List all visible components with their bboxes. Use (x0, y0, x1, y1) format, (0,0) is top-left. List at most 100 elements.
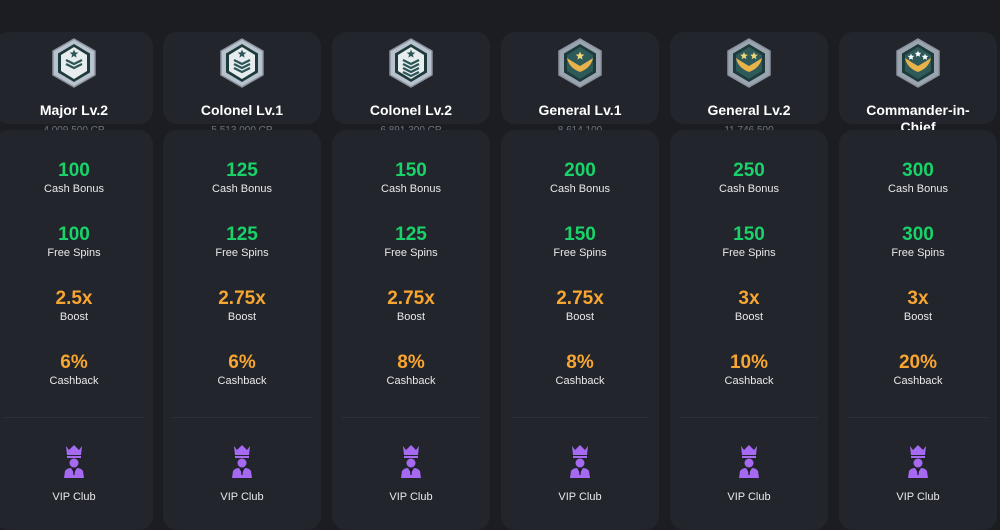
divider (342, 417, 480, 418)
free-spins-stat: 300 Free Spins (839, 224, 997, 260)
boost-stat: 3x Boost (670, 288, 828, 324)
rank-header-card: Commander-in-Chief 17,619,800 CP (839, 32, 997, 153)
cashback-label: Cashback (724, 375, 774, 387)
cashback-stat: 6% Cashback (0, 352, 153, 388)
rank-column-2: Colonel Lv.1 5,513,000 CP 125 Cash Bonus… (163, 0, 321, 530)
cash-bonus-value: 250 (733, 160, 765, 181)
silver-two-star-chevron-badge-icon (220, 38, 264, 88)
boost-value: 2.75x (218, 288, 266, 309)
gold-wings-two-star-badge-icon (727, 38, 771, 88)
boost-label: Boost (227, 311, 257, 323)
cash-bonus-value: 150 (395, 160, 427, 181)
cash-bonus-stat: 200 Cash Bonus (501, 160, 659, 196)
boost-stat: 2.75x Boost (163, 288, 321, 324)
free-spins-value: 100 (58, 224, 90, 245)
cash-bonus-label: Cash Bonus (212, 183, 272, 195)
rank-column-4: General Lv.1 8,614,100 200 Cash Bonus 15… (501, 0, 659, 530)
divider (173, 417, 311, 418)
cash-bonus-stat: 250 Cash Bonus (670, 160, 828, 196)
free-spins-stat: 125 Free Spins (163, 224, 321, 260)
cashback-stat: 6% Cashback (163, 352, 321, 388)
cashback-label: Cashback (386, 375, 436, 387)
vip-club-label: VIP Club (896, 491, 940, 503)
silver-star-chevron-badge-icon (52, 38, 96, 88)
cash-bonus-stat: 100 Cash Bonus (0, 160, 153, 196)
boost-stat: 3x Boost (839, 288, 997, 324)
rank-column-3: Colonel Lv.2 6,891,300 CP 150 Cash Bonus… (332, 0, 490, 530)
cash-bonus-stat: 125 Cash Bonus (163, 160, 321, 196)
free-spins-label: Free Spins (553, 247, 607, 259)
boost-label: Boost (396, 311, 426, 323)
cashback-value: 6% (60, 352, 88, 373)
rank-header-card: General Lv.2 11,746,500 (670, 32, 828, 136)
crown-person-icon (64, 445, 84, 478)
free-spins-stat: 150 Free Spins (501, 224, 659, 260)
rank-name: Colonel Lv.2 (369, 102, 453, 118)
vip-club-label: VIP Club (558, 491, 602, 503)
gold-wings-star-badge-icon (558, 38, 602, 88)
free-spins-stat: 125 Free Spins (332, 224, 490, 260)
divider (511, 417, 649, 418)
crown-person-icon (739, 445, 759, 478)
divider (849, 417, 987, 418)
crown-person-icon (401, 445, 421, 478)
vip-club-label: VIP Club (727, 491, 771, 503)
rank-name: Colonel Lv.1 (200, 102, 284, 118)
boost-stat: 2.75x Boost (501, 288, 659, 324)
boost-value: 2.75x (556, 288, 604, 309)
cashback-value: 8% (397, 352, 425, 373)
rank-header-card: General Lv.1 8,614,100 (501, 32, 659, 136)
cash-bonus-value: 125 (226, 160, 258, 181)
free-spins-value: 150 (564, 224, 596, 245)
cashback-stat: 20% Cashback (839, 352, 997, 388)
free-spins-stat: 150 Free Spins (670, 224, 828, 260)
boost-label: Boost (59, 311, 89, 323)
boost-label: Boost (903, 311, 933, 323)
cashback-value: 10% (729, 352, 769, 373)
boost-stat: 2.75x Boost (332, 288, 490, 324)
boost-value: 2.75x (387, 288, 435, 309)
rank-header-card: Colonel Lv.2 6,891,300 CP (332, 32, 490, 136)
rank-name: Major Lv.2 (39, 102, 109, 118)
rank-column-6: Commander-in-Chief 17,619,800 CP 300 Cas… (839, 0, 997, 530)
boost-label: Boost (734, 311, 764, 323)
cashback-stat: 8% Cashback (332, 352, 490, 388)
cash-bonus-stat: 150 Cash Bonus (332, 160, 490, 196)
crown-person-icon (232, 445, 252, 478)
boost-value: 3x (738, 288, 760, 309)
cashback-stat: 8% Cashback (501, 352, 659, 388)
cashback-stat: 10% Cashback (670, 352, 828, 388)
rank-header-card: Major Lv.2 4,009,500 CP (0, 32, 153, 136)
rank-header-card: Colonel Lv.1 5,513,000 CP (163, 32, 321, 136)
cashback-label: Cashback (893, 375, 943, 387)
cash-bonus-label: Cash Bonus (550, 183, 610, 195)
cash-bonus-stat: 300 Cash Bonus (839, 160, 997, 196)
free-spins-value: 125 (226, 224, 258, 245)
free-spins-label: Free Spins (891, 247, 945, 259)
cashback-label: Cashback (217, 375, 267, 387)
rank-column-1: Major Lv.2 4,009,500 CP 100 Cash Bonus 1… (0, 0, 153, 530)
free-spins-label: Free Spins (384, 247, 438, 259)
cashback-value: 6% (228, 352, 256, 373)
boost-value: 2.5x (55, 288, 93, 309)
vip-club-label: VIP Club (389, 491, 433, 503)
vip-club-label: VIP Club (220, 491, 264, 503)
boost-label: Boost (565, 311, 595, 323)
rank-column-5: General Lv.2 11,746,500 250 Cash Bonus 1… (670, 0, 828, 530)
cash-bonus-label: Cash Bonus (719, 183, 779, 195)
cashback-label: Cashback (555, 375, 605, 387)
cash-bonus-label: Cash Bonus (381, 183, 441, 195)
cashback-label: Cashback (49, 375, 99, 387)
cashback-value: 20% (898, 352, 938, 373)
cash-bonus-label: Cash Bonus (888, 183, 948, 195)
gold-laurel-star-badge-icon (896, 38, 940, 88)
free-spins-value: 125 (395, 224, 427, 245)
rank-name: General Lv.2 (707, 102, 791, 118)
divider (680, 417, 818, 418)
cash-bonus-value: 200 (564, 160, 596, 181)
free-spins-label: Free Spins (722, 247, 776, 259)
cash-bonus-value: 300 (902, 160, 934, 181)
vip-club-label: VIP Club (52, 491, 96, 503)
cashback-value: 8% (566, 352, 594, 373)
free-spins-label: Free Spins (47, 247, 101, 259)
